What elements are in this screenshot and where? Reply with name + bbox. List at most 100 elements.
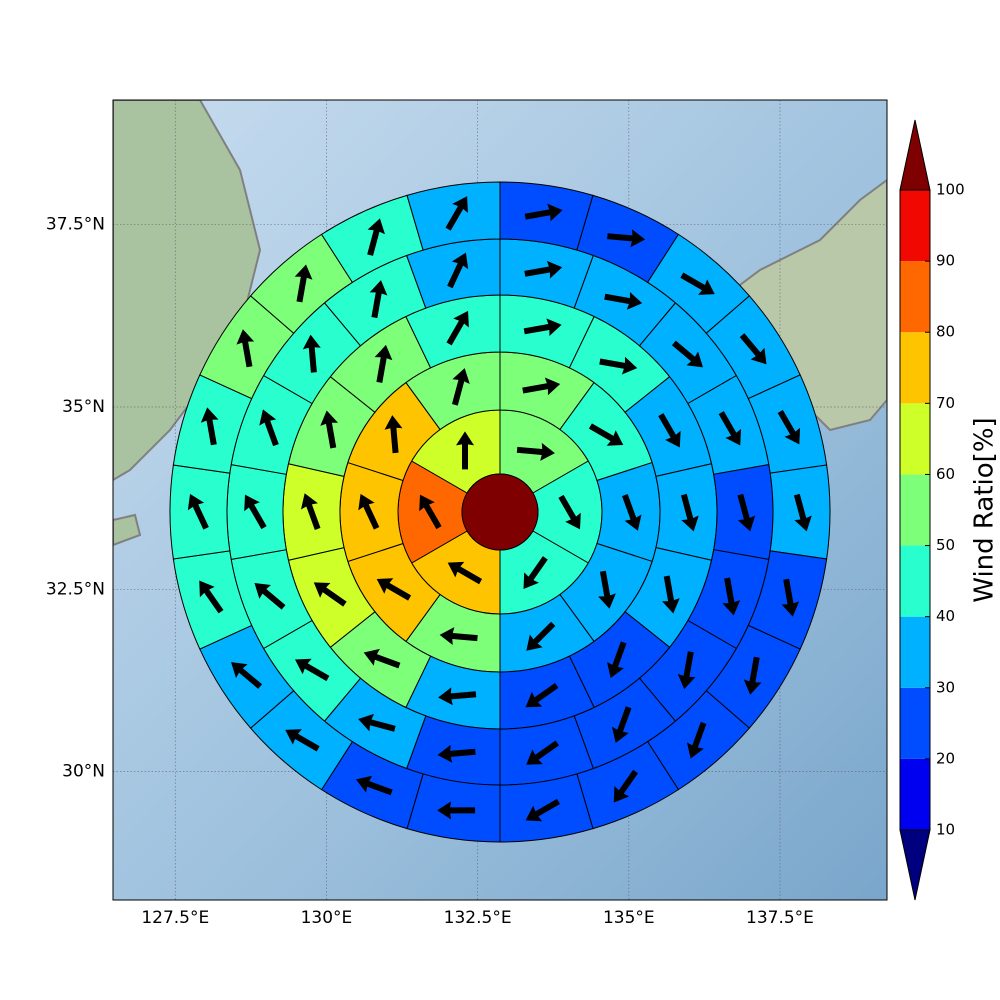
wind-arrow: [588, 423, 624, 446]
wind-arrow: [680, 272, 715, 295]
wind-arrow: [369, 280, 388, 319]
wind-arrow: [686, 721, 707, 759]
wind-arrow: [384, 415, 403, 454]
colorbar-bin: [900, 687, 930, 759]
x-tick-label: 137.5°E: [746, 908, 814, 928]
wind-arrow: [437, 801, 476, 820]
wind-arrow: [599, 356, 638, 375]
wind-arrow: [374, 344, 393, 383]
wind-arrow: [526, 740, 560, 765]
colorbar-bin: [900, 403, 930, 475]
wind-arrow: [793, 493, 812, 532]
wind-arrow: [739, 333, 767, 365]
wind-arrow: [522, 377, 561, 396]
wind-arrow: [662, 575, 680, 614]
y-tick-label: 32.5°N: [46, 579, 105, 599]
y-tick-label: 30°N: [62, 762, 105, 782]
center-disk: [461, 473, 539, 551]
wind-arrow: [358, 493, 380, 530]
colorbar-tick-label: 50: [936, 536, 955, 554]
colorbar-tick-label: 10: [936, 821, 955, 839]
wind-arrow: [526, 621, 556, 651]
wind-arrow: [743, 656, 762, 695]
colorbar-frame: [899, 189, 931, 831]
wind-arrow: [294, 264, 313, 303]
wind-arrow: [254, 582, 286, 610]
wind-arrow: [367, 218, 385, 256]
wind-arrow: [598, 570, 616, 609]
colorbar-tick-label: 70: [936, 394, 955, 412]
wind-arrow: [437, 744, 476, 763]
wind-arrow: [523, 556, 548, 590]
colorbar-bin: [900, 474, 930, 546]
wind-arrow: [613, 769, 639, 803]
wind-arrow: [447, 561, 483, 585]
wind-arrow: [523, 318, 562, 337]
wind-arrow: [200, 407, 219, 446]
wind-arrow: [604, 292, 643, 310]
wind-arrow: [680, 493, 699, 532]
wind-arrow: [525, 682, 559, 708]
colorbar-bin: [900, 545, 930, 617]
wind-arrow: [516, 442, 555, 461]
wind-arrow: [446, 310, 469, 346]
land: [113, 513, 142, 547]
wind-arrow: [722, 577, 741, 616]
x-tick-label: 135°E: [603, 908, 655, 928]
wind-arrow: [358, 713, 396, 732]
wind-arrow: [718, 411, 742, 446]
sector: [499, 181, 594, 251]
wind-arrow: [525, 798, 560, 822]
colorbar-tick-label: 20: [936, 749, 955, 767]
y-tick-label: 37.5°N: [46, 215, 105, 235]
wind-arrow: [456, 431, 474, 470]
colorbar-tick-label: 80: [936, 323, 955, 341]
wind-arrow: [259, 409, 279, 447]
wind-arrow: [777, 409, 801, 445]
wind-arrow: [244, 494, 267, 530]
wind-arrow: [524, 260, 563, 279]
colorbar-bin: [900, 758, 930, 830]
colorbar-tick-label: 90: [936, 252, 955, 270]
wind-arrow: [187, 493, 209, 530]
wind-arrow: [524, 203, 563, 222]
x-tick-label: 127.5°E: [141, 908, 209, 928]
colorbar-extend-low: [899, 829, 931, 901]
wind-arrow: [355, 775, 393, 796]
wind-sectors: [169, 181, 831, 843]
plot-frame: [112, 99, 888, 901]
wind-arrow: [313, 582, 347, 607]
wind-arrow: [320, 410, 338, 449]
wind-arrow: [231, 662, 263, 689]
wind-arrow: [671, 340, 704, 368]
wind-arrow: [607, 229, 646, 248]
wind-arrow: [445, 196, 468, 231]
colorbar-bin: [900, 261, 930, 333]
x-tick-label: 130°E: [301, 908, 353, 928]
colorbar-tick-label: 40: [936, 607, 955, 625]
colorbar-bin: [900, 190, 930, 262]
colorbar-tick-label: 100: [936, 181, 965, 199]
wind-arrow: [622, 494, 642, 531]
colorbar: 10 20 30 40 50 60 70 80 90 100: [899, 119, 965, 901]
wind-arrow: [376, 578, 412, 601]
wind-arrow: [199, 580, 224, 614]
wind-arrow: [447, 252, 469, 289]
wind-arrow: [438, 687, 477, 706]
wind-arrow: [558, 494, 581, 530]
wind-arrow: [439, 627, 478, 646]
x-tick-label: 132.5°E: [444, 908, 512, 928]
wind-arrow: [285, 729, 320, 752]
wind-arrow: [300, 493, 321, 530]
wind-arrow: [611, 706, 632, 743]
wind-arrow: [677, 651, 696, 690]
wind-arrow: [236, 329, 255, 368]
wind-arrow: [737, 493, 756, 532]
wind-arrow: [294, 658, 330, 682]
colorbar-extend-high: [899, 119, 931, 191]
wind-arrow: [451, 368, 470, 406]
wind-arrow: [658, 413, 681, 448]
wind-arrow: [419, 494, 442, 530]
